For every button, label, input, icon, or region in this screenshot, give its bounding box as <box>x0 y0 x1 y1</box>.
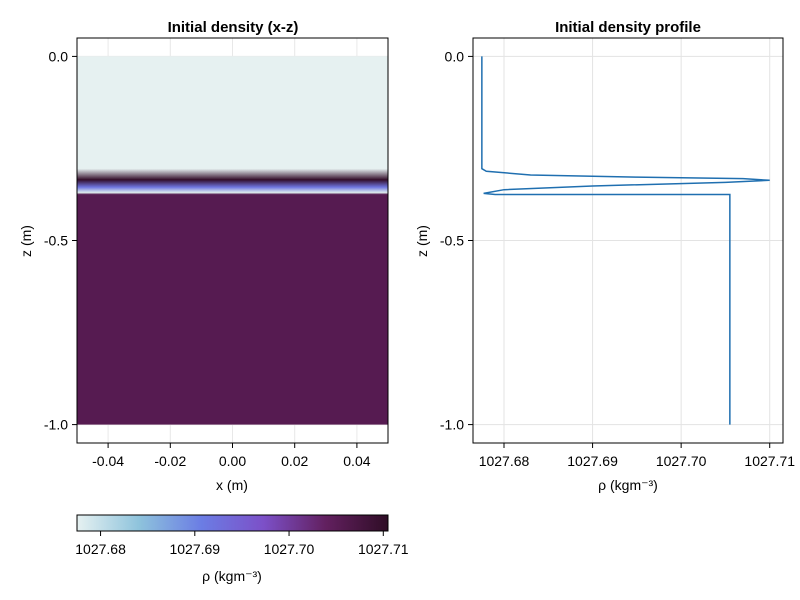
y-tick-label: -0.5 <box>440 233 464 249</box>
x-tick-label: 1027.69 <box>567 453 618 469</box>
profile-y-ticks: 0.0 -0.5 -1.0 <box>440 48 473 433</box>
y-tick-label: -1.0 <box>44 417 68 433</box>
heatmap-y-ticks: 0.0 -0.5 -1.0 <box>44 48 77 433</box>
heatmap-field <box>77 56 388 425</box>
x-tick-label: 0.00 <box>219 453 246 469</box>
profile-title: Initial density profile <box>555 19 701 36</box>
x-tick-label: 1027.68 <box>479 453 530 469</box>
profile-grid <box>473 38 783 443</box>
x-tick-label: -0.04 <box>92 453 124 469</box>
colorbar-ticks: 1027.68 1027.69 1027.70 1027.71 <box>75 531 409 557</box>
profile-panel: Initial density profile 1027.68 1027.69 10… <box>414 19 795 493</box>
x-tick-label: 1027.70 <box>656 453 707 469</box>
y-tick-label: 0.0 <box>49 48 69 64</box>
colorbar-tick-label: 1027.69 <box>169 541 220 557</box>
heatmap-panel: Initial density (x-z) -0.04 -0.02 0.00 0.02… <box>18 19 389 493</box>
heatmap-ylabel: z (m) <box>18 225 34 257</box>
profile-line <box>481 56 770 425</box>
x-tick-label: 0.02 <box>281 453 308 469</box>
y-tick-label: 0.0 <box>445 48 465 64</box>
colorbar-gradient <box>76 514 389 532</box>
colorbar-tick-label: 1027.68 <box>75 541 126 557</box>
y-tick-label: -0.5 <box>44 233 68 249</box>
colorbar: 1027.68 1027.69 1027.70 1027.71 ρ (kgm⁻³) <box>75 514 409 584</box>
y-tick-label: -1.0 <box>440 417 464 433</box>
x-tick-label: 0.04 <box>343 453 370 469</box>
profile-ylabel: z (m) <box>414 225 430 257</box>
colorbar-label: ρ (kgm⁻³) <box>202 568 262 584</box>
heatmap-x-ticks: -0.04 -0.02 0.00 0.02 0.04 <box>92 443 371 469</box>
heatmap-title: Initial density (x-z) <box>168 19 299 36</box>
x-tick-label: 1027.71 <box>744 453 795 469</box>
profile-xlabel: ρ (kgm⁻³) <box>598 477 658 493</box>
x-tick-label: -0.02 <box>154 453 186 469</box>
colorbar-tick-label: 1027.71 <box>358 541 409 557</box>
profile-x-ticks: 1027.68 1027.69 1027.70 1027.71 <box>479 443 795 469</box>
heatmap-xlabel: x (m) <box>216 477 248 493</box>
colorbar-tick-label: 1027.70 <box>264 541 315 557</box>
